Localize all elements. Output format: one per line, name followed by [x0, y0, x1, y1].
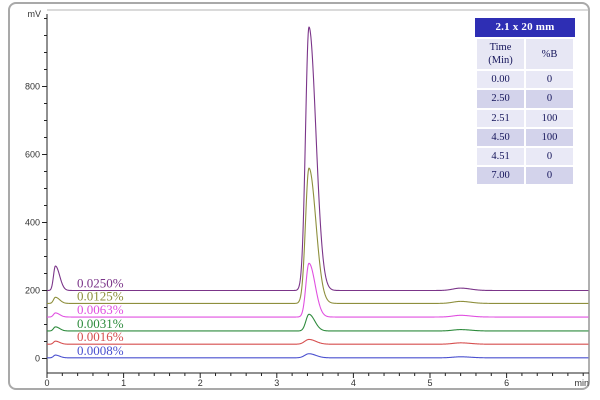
x-tick-label: 6: [504, 378, 509, 388]
table-row: 2.51 100: [477, 109, 573, 127]
gradient-table: 2.1 x 20 mm Time (Min) %B 0.00 0 2.50 0 …: [475, 18, 575, 186]
y-tick-label: 800: [25, 82, 40, 92]
x-tick-label: 0: [44, 378, 49, 388]
time-cell: 0.00: [477, 71, 524, 89]
time-cell: 4.50: [477, 128, 524, 146]
x-tick-label: 2: [198, 378, 203, 388]
table-row: 4.51 0: [477, 147, 573, 165]
time-cell: 7.00: [477, 166, 524, 184]
trace-labels: 0.0250%0.0125%0.0063%0.0031%0.0016%0.000…: [77, 276, 124, 358]
percent-b-cell: 0: [526, 90, 573, 108]
col-header-time: Time (Min): [477, 39, 524, 70]
table-row: 2.50 0: [477, 90, 573, 108]
trace-concentration-label: 0.0250%: [77, 276, 124, 291]
gradient-table-grid: Time (Min) %B 0.00 0 2.50 0 2.51 100: [475, 37, 575, 186]
percent-b-cell: 100: [526, 109, 573, 127]
time-cell: 4.51: [477, 147, 524, 165]
percent-b-cell: 0: [526, 166, 573, 184]
y-tick-label: 200: [25, 286, 40, 296]
trace-concentration-label: 0.0016%: [77, 329, 124, 344]
chromatogram-trace: [46, 338, 589, 345]
y-tick-label: 0: [35, 354, 40, 364]
col-header-percent-b: %B: [526, 39, 573, 70]
trace-concentration-label: 0.0063%: [77, 302, 124, 317]
percent-b-cell: 0: [526, 71, 573, 89]
x-tick-label: 5: [427, 378, 432, 388]
y-tick-label: 600: [25, 150, 40, 160]
trace-concentration-label: 0.0125%: [77, 288, 124, 303]
gradient-table-title: 2.1 x 20 mm: [475, 18, 575, 37]
chromatogram-trace: [46, 262, 589, 318]
time-cell: 2.51: [477, 109, 524, 127]
chromatogram-trace: [46, 167, 589, 304]
chromatogram-trace: [46, 353, 589, 359]
gradient-table-header-row: Time (Min) %B: [477, 39, 573, 70]
table-row: 4.50 100: [477, 128, 573, 146]
x-tick-label: 3: [274, 378, 279, 388]
y-axis-unit-label: mV: [28, 9, 42, 19]
x-axis-ticks: 0 1 2 3 4 5 6 min: [44, 373, 589, 388]
time-cell: 2.50: [477, 90, 524, 108]
y-axis-ticks: 0 200 400 600 800 mV: [25, 9, 47, 364]
x-tick-label: 1: [121, 378, 126, 388]
y-tick-label: 400: [25, 218, 40, 228]
trace-concentration-label: 0.0031%: [77, 316, 124, 331]
percent-b-cell: 100: [526, 128, 573, 146]
chromatogram-trace: [46, 313, 589, 332]
trace-concentration-label: 0.0008%: [77, 343, 124, 358]
x-axis-unit-label: min: [574, 378, 589, 388]
plot-frame: [47, 9, 590, 373]
x-tick-label: 4: [351, 378, 356, 388]
traces: [46, 26, 589, 359]
table-row: 0.00 0: [477, 71, 573, 89]
table-row: 7.00 0: [477, 166, 573, 184]
percent-b-cell: 0: [526, 147, 573, 165]
chromatogram-trace: [46, 26, 589, 292]
